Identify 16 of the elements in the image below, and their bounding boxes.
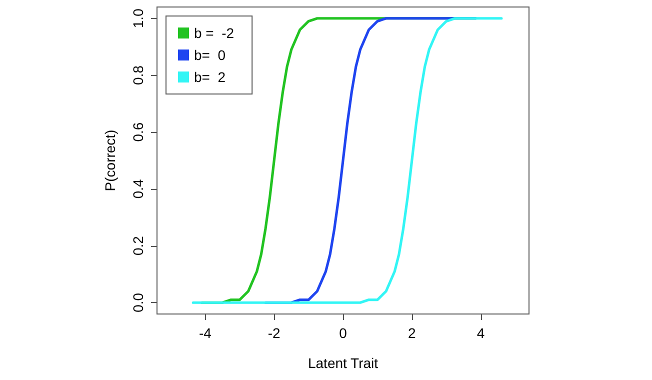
y-tick-label: 0.8 [130,65,146,85]
legend-label: b= 2 [194,69,226,85]
legend-label: b = -2 [194,25,234,41]
legend-label: b= 0 [194,47,226,63]
x-tick-label: 4 [476,325,485,341]
y-tick-label: 1.0 [130,8,146,28]
x-tick-label: -2 [268,325,281,341]
y-tick-label: 0.4 [130,178,146,199]
x-tick-label: -4 [198,325,212,341]
x-tick-label: 2 [408,325,416,341]
y-tick-label: 0.6 [130,122,146,142]
x-axis-title: Latent Trait [308,355,378,371]
y-axis-title: P(correct) [102,130,118,192]
x-tick-label: 0 [339,325,348,341]
y-tick-label: 0.2 [130,236,146,256]
y-tick-label: 0.0 [130,292,146,312]
